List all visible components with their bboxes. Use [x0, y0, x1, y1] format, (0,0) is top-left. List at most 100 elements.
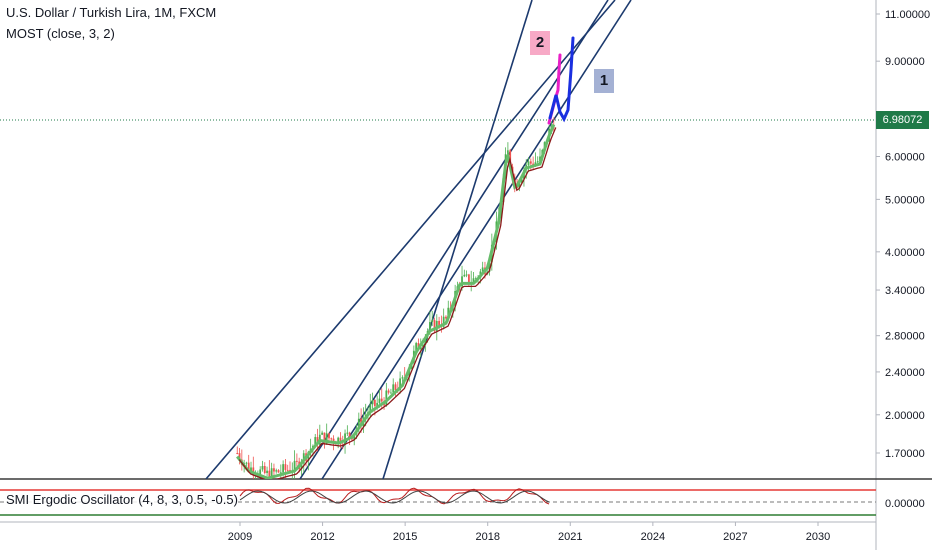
candle-body	[373, 399, 376, 407]
candle-body	[468, 274, 470, 284]
candle-body	[293, 460, 296, 472]
candle-body	[314, 437, 317, 446]
candle-body	[337, 437, 340, 445]
price-tick-label: 3.40000	[885, 285, 925, 297]
price-tick-label: 6.00000	[885, 152, 925, 164]
candle-body	[279, 472, 282, 474]
candle-body	[300, 463, 303, 470]
candle-body	[447, 307, 450, 319]
price-tick-label: 2.80000	[885, 331, 925, 343]
candle-body	[520, 178, 523, 183]
price-tick-label: 1.70000	[885, 448, 925, 460]
candle-body	[392, 384, 395, 393]
candle-body	[536, 161, 539, 163]
candle-body	[245, 462, 248, 464]
time-tick-label: 2018	[475, 531, 499, 543]
candle-body	[438, 320, 440, 327]
price-tick-label: 2.40000	[885, 367, 925, 379]
candle-body	[378, 398, 381, 403]
time-tick-label: 2012	[310, 531, 334, 543]
candle-body	[282, 464, 285, 473]
candle-body	[415, 343, 418, 351]
time-tick-label: 2030	[806, 531, 830, 543]
candle-body	[266, 470, 268, 473]
trendline-mid	[299, 0, 609, 479]
candle-body	[472, 278, 475, 283]
candle-body	[261, 466, 264, 470]
candle-body	[316, 437, 319, 445]
candle-body	[273, 468, 275, 472]
osc-main-line	[239, 490, 550, 504]
candle-body	[263, 466, 266, 473]
candle-body	[474, 278, 477, 280]
most-line-red	[238, 127, 557, 479]
price-tick-label: 2.00000	[885, 410, 925, 422]
price-tick-label: 11.00000	[885, 9, 930, 21]
trendline-lower	[321, 0, 632, 479]
time-tick-label: 2009	[228, 531, 252, 543]
price-tick-label: 9.00000	[885, 56, 925, 68]
candle-body	[321, 432, 324, 435]
candle-body	[275, 470, 278, 472]
time-tick-label: 2024	[641, 531, 665, 543]
candle-body	[277, 470, 280, 473]
time-tick-label: 2015	[393, 531, 417, 543]
indicator-legend[interactable]: MOST (close, 3, 2)	[6, 26, 115, 41]
oscillator-pane[interactable]	[0, 487, 876, 516]
candle-body	[286, 469, 289, 471]
candle-body	[346, 432, 349, 434]
candle-body	[295, 460, 298, 462]
most-indicator-line	[236, 123, 557, 479]
annotation-label-1[interactable]: 1	[594, 69, 614, 93]
candle-body	[330, 438, 333, 440]
candle-body	[259, 469, 262, 476]
candle-body	[250, 467, 252, 472]
trendline-upper	[205, 0, 616, 479]
candle-body	[268, 470, 271, 479]
candle-body	[332, 438, 335, 443]
candle-body	[369, 404, 372, 413]
candle-body	[445, 316, 447, 319]
candle-body	[527, 161, 530, 166]
oscillator-legend[interactable]: SMI Ergodic Oscillator (4, 8, 3, 0.5, -0…	[6, 492, 238, 507]
candle-body	[236, 453, 239, 454]
time-tick-label: 2021	[558, 531, 582, 543]
price-axis[interactable]: 11.00000 9.00000 6.00000 5.00000 4.00000 3.40…	[876, 9, 930, 460]
time-tick-label: 2027	[723, 531, 747, 543]
candle-body	[461, 276, 463, 287]
osc-axis-tick: 0.00000	[885, 498, 925, 510]
candle-body	[419, 346, 422, 350]
candle-body	[348, 432, 351, 437]
candle-body	[433, 320, 436, 332]
candle-body	[270, 468, 273, 479]
candle-body	[399, 378, 401, 391]
candle-body	[357, 418, 360, 429]
price-tick-label: 4.00000	[885, 247, 925, 259]
candle-body	[371, 399, 374, 405]
candle-body	[325, 433, 328, 444]
annotation-label-2[interactable]: 2	[530, 31, 550, 55]
candle-body	[488, 262, 491, 272]
candle-body	[380, 398, 383, 402]
candle-body	[529, 161, 532, 164]
candle-body	[429, 322, 431, 332]
candle-body	[442, 316, 445, 327]
trendline-steep	[382, 0, 533, 479]
candle-body	[401, 377, 404, 379]
candle-body	[431, 320, 434, 323]
candle-body	[328, 433, 330, 439]
candle-body	[387, 390, 390, 393]
symbol-title[interactable]: U.S. Dollar / Turkish Lira, 1M, FXCM	[6, 5, 217, 20]
trendlines[interactable]	[205, 0, 632, 479]
candle-body	[376, 402, 379, 407]
candle-body	[465, 274, 468, 276]
candle-body	[481, 267, 484, 272]
candle-body	[390, 392, 392, 394]
most-line-green	[236, 123, 556, 479]
candle-body	[385, 390, 388, 406]
time-axis[interactable]: 2009 2012 2015 2018 2021 2024 2027 2030	[228, 522, 830, 543]
candle-body	[284, 464, 287, 470]
candle-body	[238, 453, 241, 460]
